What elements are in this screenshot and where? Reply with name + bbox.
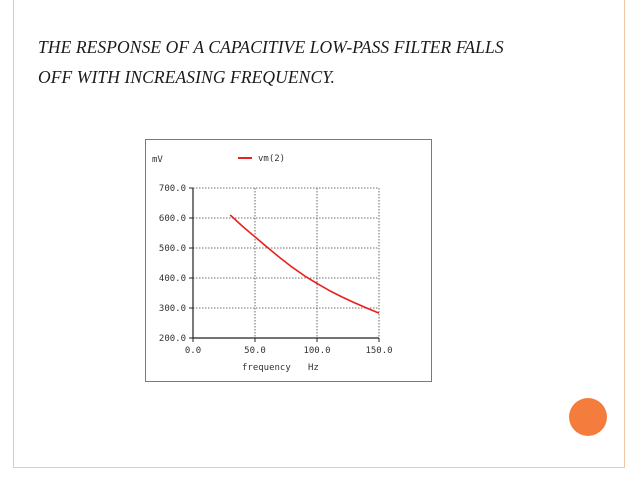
slide-frame-right <box>624 0 625 468</box>
series-group <box>229 214 380 314</box>
y-tick-label-300: 300.0 <box>159 304 186 314</box>
chart-grid <box>193 187 380 338</box>
series-line-0 <box>229 214 380 314</box>
chart-panel: mV vm(2) 200.0 300.0 400.0 500.0 600.0 700.0 … <box>145 139 432 382</box>
legend-label-vm2: vm(2) <box>258 154 285 164</box>
x-tick-labels: 0.0 50.0 100.0 150.0 <box>185 346 393 356</box>
x-axis-label: frequency <box>242 363 291 373</box>
legend: vm(2) <box>238 154 285 164</box>
x-unit-label: Hz <box>308 363 319 373</box>
slide-frame-left <box>13 0 14 468</box>
y-tick-label-400: 400.0 <box>159 274 186 284</box>
y-tick-labels: 200.0 300.0 400.0 500.0 600.0 700.0 <box>159 184 186 344</box>
caption-line-1: THE RESPONSE OF A CAPACITIVE LOW-PASS FI… <box>38 37 504 57</box>
x-tick-label-0: 0.0 <box>185 346 201 356</box>
slide-caption: THE RESPONSE OF A CAPACITIVE LOW-PASS FI… <box>38 32 598 92</box>
y-tick-label-700: 700.0 <box>159 184 186 194</box>
y-tick-label-200: 200.0 <box>159 334 186 344</box>
x-tick-label-150: 150.0 <box>365 346 392 356</box>
caption-line-2: OFF WITH INCREASING FREQUENCY. <box>38 67 335 87</box>
y-unit-label: mV <box>152 155 163 165</box>
y-tick-label-600: 600.0 <box>159 214 186 224</box>
y-tick-label-500: 500.0 <box>159 244 186 254</box>
orange-circle-decoration <box>569 398 607 436</box>
x-tick-label-50: 50.0 <box>244 346 266 356</box>
chart-axes <box>189 187 380 342</box>
x-tick-label-100: 100.0 <box>303 346 330 356</box>
slide-frame-bottom <box>13 467 625 468</box>
frequency-response-chart: mV vm(2) 200.0300.0400.0500.0600.0700.0 … <box>152 154 393 373</box>
